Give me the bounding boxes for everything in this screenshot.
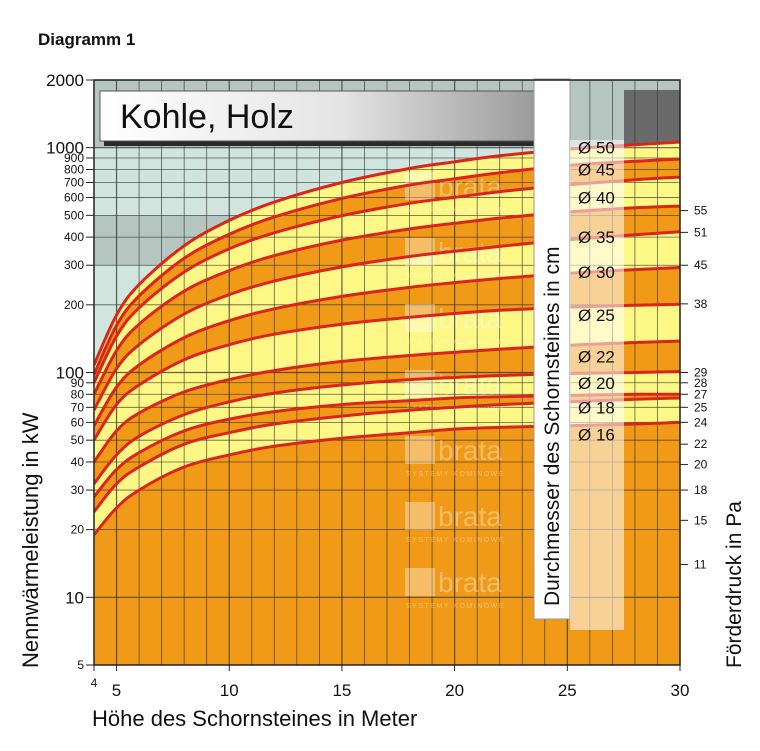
- pressure-tick-label: 15: [694, 513, 708, 527]
- diameter-label: Ø 20: [578, 374, 615, 393]
- x-tick-label: 25: [558, 681, 577, 700]
- watermark-subtext: SYSTEMY KOMINOWE: [406, 339, 505, 346]
- pressure-tick-label: 25: [694, 400, 708, 414]
- x-tick-label: 20: [445, 681, 464, 700]
- x-tick-label: 30: [671, 681, 690, 700]
- y-tick-label: 90: [71, 376, 85, 390]
- watermark-text: brata: [438, 369, 502, 400]
- diameter-label: Ø 25: [578, 306, 615, 325]
- watermark-subtext: SYSTEMY KOMINOWE: [406, 471, 505, 478]
- watermark-mark: brata SYSTEMY KOMINOWE: [405, 501, 505, 544]
- diameter-label: Ø 40: [578, 189, 615, 208]
- background-dark-corner: [624, 90, 680, 148]
- diameter-label: Ø 35: [578, 228, 615, 247]
- diameter-panel: Durchmesser des Schornsteines in cm Ø 50…: [533, 78, 624, 630]
- y2-axis-label: Förderdruck in Pa: [723, 501, 746, 668]
- diameter-axis-label: Durchmesser des Schornsteines in cm: [541, 247, 564, 606]
- watermark-subtext: SYSTEMY KOMINOWE: [406, 603, 505, 610]
- y-tick-label: 50: [71, 433, 85, 447]
- y-tick-label: 600: [64, 191, 84, 205]
- y-tick-label: 1000: [46, 139, 84, 158]
- watermark-square: [405, 568, 435, 596]
- watermark-subtext: SYSTEMY KOMINOWE: [406, 207, 505, 214]
- y-tick-label: 60: [71, 415, 85, 429]
- x-tick-label: 10: [220, 681, 239, 700]
- watermark-mark: brata SYSTEMY KOMINOWE: [405, 567, 505, 610]
- pressure-tick-label: 20: [694, 457, 708, 471]
- y-tick-label: 40: [71, 455, 85, 469]
- band-2: [94, 371, 680, 497]
- diameter-label: Ø 16: [578, 425, 615, 444]
- watermark-mark: brata SYSTEMY KOMINOWE: [405, 435, 505, 478]
- pressure-tick-label: 29: [694, 366, 708, 380]
- diameter-label: Ø 30: [578, 263, 615, 282]
- x-tick-label: 15: [332, 681, 351, 700]
- pressure-tick-label: 28: [694, 376, 708, 390]
- y-tick-label: 800: [64, 162, 84, 176]
- band-0: [94, 398, 680, 535]
- y-tick-label: 5: [77, 658, 84, 672]
- y-tick-label: 900: [64, 151, 84, 165]
- y-axis-label: Nennwärmeleistung in kW: [18, 412, 43, 668]
- x-tick-label: 4: [91, 676, 98, 690]
- y-tick-label: 30: [71, 483, 85, 497]
- band-1: [94, 394, 680, 512]
- pressure-tick-label: 18: [694, 483, 708, 497]
- watermark-square: [405, 370, 435, 398]
- y-tick-label: 200: [64, 298, 84, 312]
- watermark-text: brata: [438, 567, 502, 598]
- y-tick-label: 700: [64, 176, 84, 190]
- pressure-tick-label: 11: [694, 557, 707, 571]
- pressure-tick-label: 27: [694, 387, 708, 401]
- x-axis-label: Höhe des Schornsteines in Meter: [92, 706, 417, 731]
- watermark-square: [405, 238, 435, 266]
- watermark-subtext: SYSTEMY KOMINOWE: [406, 537, 505, 544]
- chart-title: Kohle, Holz: [120, 98, 294, 136]
- pressure-tick-label: 22: [694, 437, 708, 451]
- y-tick-label: 400: [64, 230, 84, 244]
- y-tick-label: 300: [64, 258, 84, 272]
- watermark-text: brata: [438, 303, 502, 334]
- y-tick-label: 80: [71, 387, 85, 401]
- pressure-tick-label: 38: [694, 297, 708, 311]
- pressure-tick-label: 24: [694, 415, 708, 429]
- diameter-label: Ø 18: [578, 398, 615, 417]
- pressure-tick-label: 45: [694, 258, 708, 272]
- diagram-label: Diagramm 1: [38, 30, 136, 49]
- chart-title-box: Kohle, Holz: [99, 90, 542, 146]
- y-tick-label: 100: [56, 364, 84, 383]
- watermark-square: [405, 436, 435, 464]
- y-tick-label: 10: [65, 588, 84, 607]
- diameter-label: Ø 50: [578, 139, 615, 158]
- pressure-tick-label: 55: [694, 204, 708, 218]
- pressure-tick-label: 51: [694, 225, 708, 239]
- watermark-square: [405, 502, 435, 530]
- watermark-text: brata: [438, 501, 502, 532]
- diameter-label: Ø 22: [578, 347, 615, 366]
- watermark-mark: brata SYSTEMY KOMINOWE: [405, 303, 505, 346]
- y-tick-label: 2000: [46, 71, 84, 90]
- watermark-subtext: SYSTEMY KOMINOWE: [406, 273, 505, 280]
- x-tick-label: 5: [112, 681, 121, 700]
- diameter-label: Ø 45: [578, 160, 615, 179]
- y-tick-label: 70: [71, 400, 85, 414]
- y-tick-label: 20: [71, 523, 85, 537]
- watermark-text: brata: [438, 435, 502, 466]
- y-tick-label: 500: [64, 208, 84, 222]
